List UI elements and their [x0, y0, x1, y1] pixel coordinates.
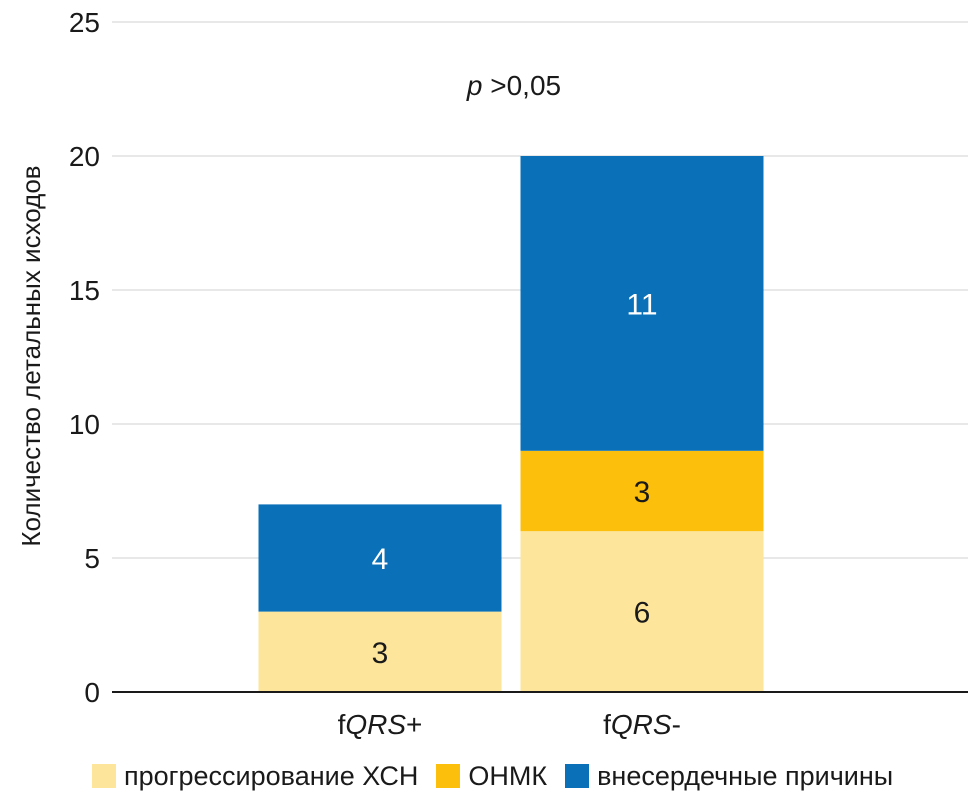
- p-value-text: >0,05: [482, 70, 561, 101]
- bar-segment: [520, 531, 764, 692]
- x-tick-suffix: +: [406, 709, 422, 740]
- x-tick-suffix: -: [672, 709, 681, 740]
- legend-label: прогрессирование ХСН: [124, 760, 419, 791]
- y-tick-label: 20: [69, 141, 100, 172]
- bar-segment: [520, 450, 764, 532]
- legend-label: внесердечные причины: [597, 760, 894, 791]
- x-tick-italic: QRS: [345, 709, 406, 740]
- y-tick-label: 5: [84, 543, 100, 574]
- bar-segment: [258, 504, 502, 612]
- y-axis-title: Количество летальных исходов: [16, 165, 46, 546]
- legend: прогрессирование ХСН ОНМК внесердечные при…: [92, 758, 893, 794]
- legend-item: ОНМК: [436, 761, 547, 792]
- x-tick-prefix: f: [338, 709, 346, 740]
- x-axis-labels: fQRS+ fQRS-: [338, 709, 681, 740]
- x-tick-label: fQRS+: [338, 709, 423, 740]
- data-label: 4: [372, 543, 389, 576]
- legend-item: прогрессирование ХСН: [92, 761, 418, 792]
- p-value-symbol: p: [466, 70, 483, 101]
- x-tick-label: fQRS-: [603, 709, 681, 740]
- y-axis-ticks: 0 5 10 15 20 25: [69, 7, 100, 708]
- x-tick-prefix: f: [603, 709, 611, 740]
- bar-segment: [258, 611, 502, 692]
- y-tick-label: 15: [69, 275, 100, 306]
- legend-swatch: [92, 764, 116, 788]
- data-label: 6: [634, 597, 651, 630]
- y-tick-label: 0: [84, 677, 100, 708]
- data-label: 3: [372, 637, 389, 670]
- p-value-annotation: p >0,05: [466, 70, 561, 101]
- data-label: 3: [634, 476, 651, 509]
- data-label: 11: [626, 288, 657, 321]
- y-tick-label: 25: [69, 7, 100, 38]
- legend-label: ОНМК: [468, 760, 548, 791]
- legend-item: внесердечные причины: [565, 761, 893, 792]
- legend-swatch: [565, 764, 590, 788]
- x-tick-italic: QRS: [611, 709, 672, 740]
- legend-swatch: [436, 764, 461, 788]
- bar-segment: [520, 156, 764, 451]
- y-tick-label: 10: [69, 409, 100, 440]
- bars: 3 4 6 3 11: [258, 156, 764, 692]
